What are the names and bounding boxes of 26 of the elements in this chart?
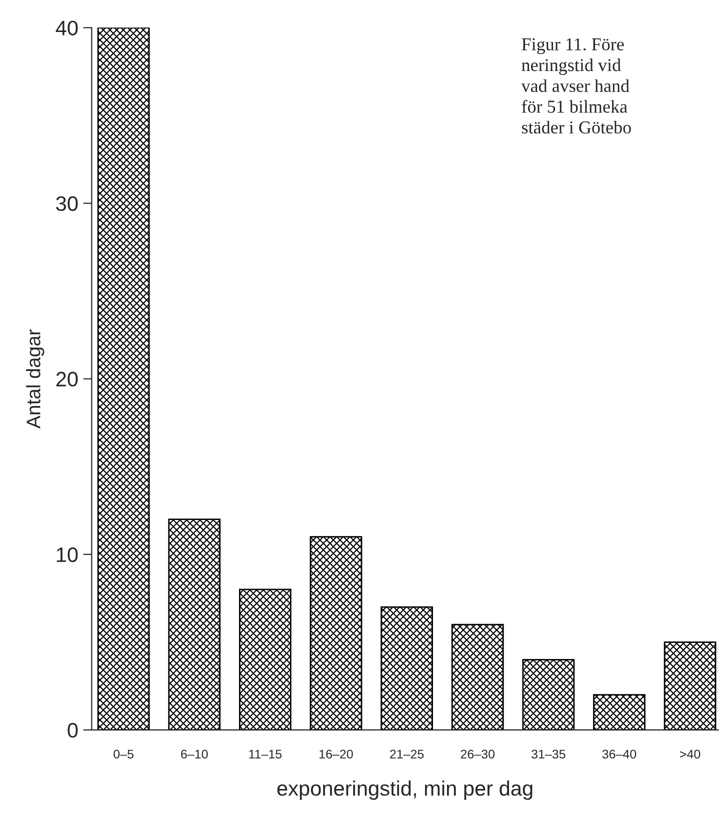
x-tick-label: 16–20 bbox=[320, 750, 353, 759]
bar bbox=[168, 518, 221, 730]
y-tick-label: 10 bbox=[56, 547, 78, 562]
x-tick-label: 21–25 bbox=[390, 750, 424, 759]
x-axis-title: exponeringstid, min per dag bbox=[277, 780, 532, 800]
y-tick-label: 0 bbox=[68, 722, 78, 738]
bar bbox=[380, 606, 433, 730]
y-tick-label: 30 bbox=[56, 196, 78, 211]
bar bbox=[664, 641, 716, 730]
y-tick-label: 20 bbox=[56, 372, 78, 387]
bar bbox=[310, 536, 362, 730]
bar bbox=[522, 659, 575, 730]
bar bbox=[239, 588, 292, 730]
x-tick-label: 31–35 bbox=[532, 750, 566, 759]
bar bbox=[97, 28, 150, 730]
y-axis-title: Antal dagar bbox=[26, 329, 44, 428]
x-tick-label: 26–30 bbox=[460, 750, 495, 759]
x-tick-label: 11–15 bbox=[249, 750, 282, 759]
y-tick-label: 40 bbox=[56, 20, 78, 36]
x-tick-label: >40 bbox=[680, 750, 700, 759]
x-tick-label: 36–40 bbox=[602, 750, 636, 759]
bar bbox=[451, 624, 504, 730]
bar bbox=[593, 694, 646, 730]
x-tick-label: 0–5 bbox=[114, 750, 134, 759]
x-tick-label: 6–10 bbox=[181, 750, 208, 759]
annotation: Figur 11. Före neringstid vid vad avser hand för 51 bilmeka städer i Götebo bbox=[521, 38, 631, 134]
